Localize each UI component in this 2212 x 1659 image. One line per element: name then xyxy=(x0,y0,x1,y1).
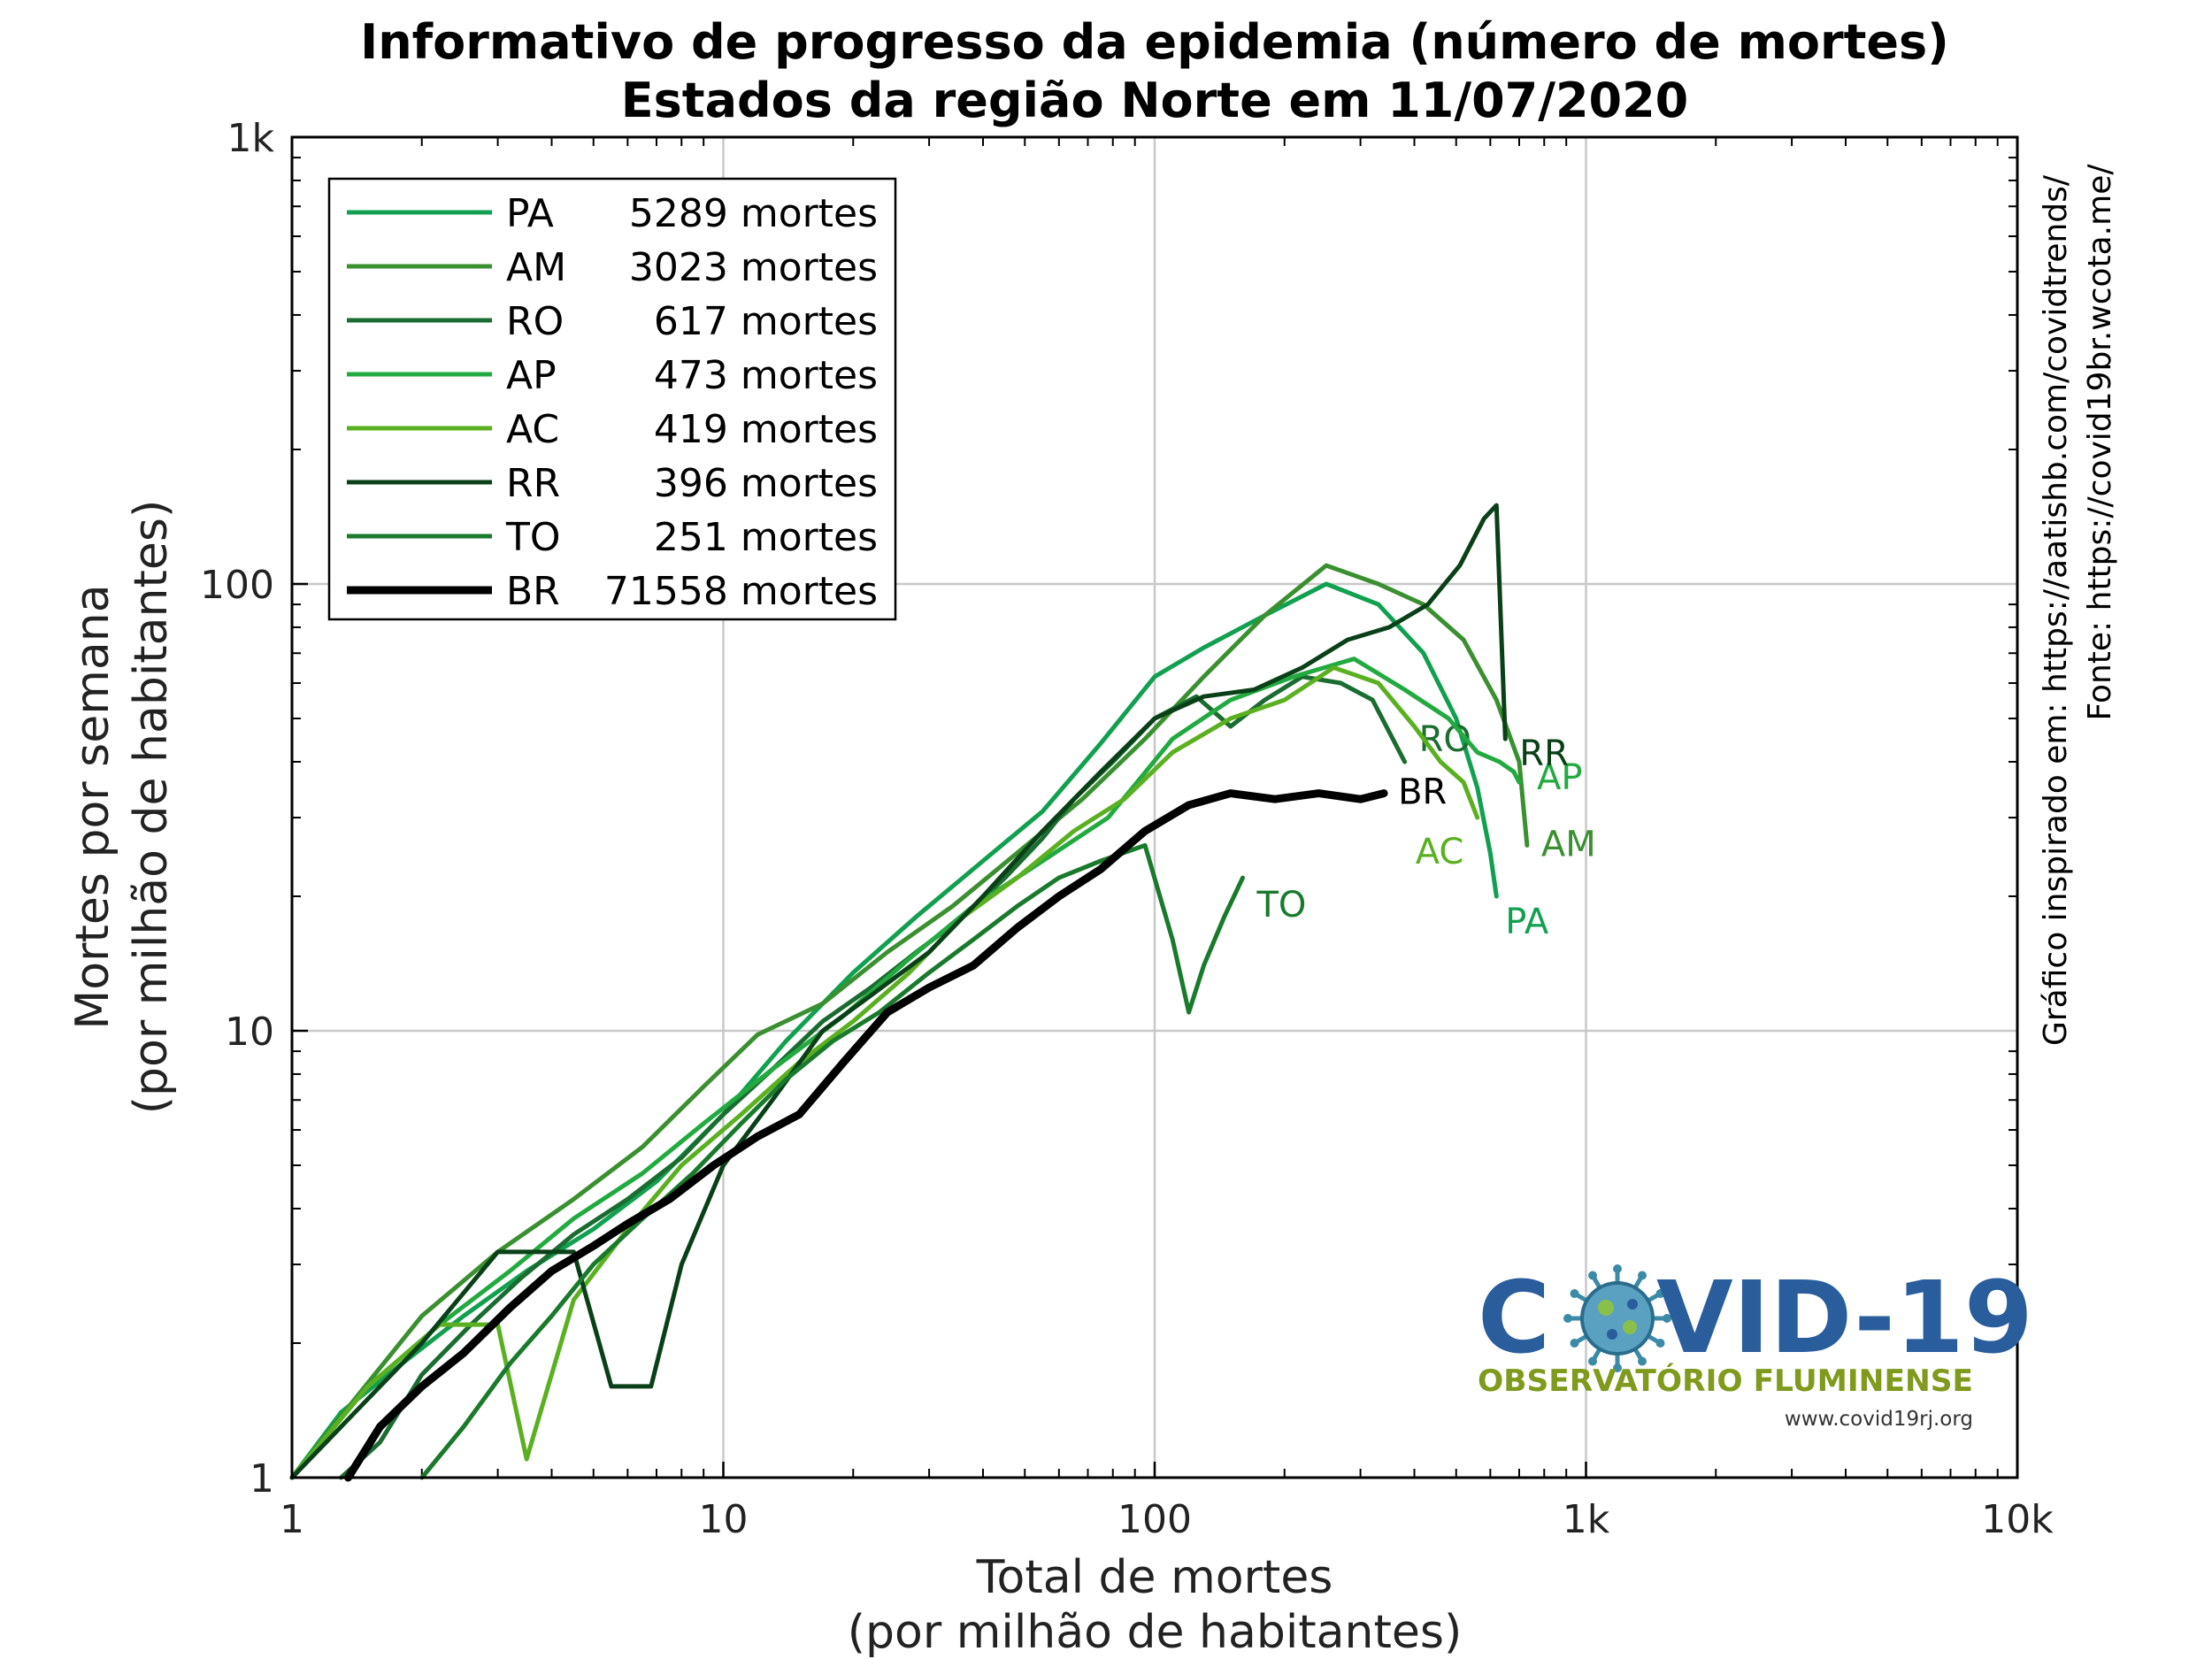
legend-name-pa: PA xyxy=(506,191,554,236)
y-tick-label: 100 xyxy=(200,563,274,608)
legend-name-ac: AC xyxy=(506,407,559,452)
chart-subtitle: Estados da região Norte em 11/07/2020 xyxy=(621,73,1689,128)
logo-text-vid: VID-19 xyxy=(1656,1261,2033,1376)
x-axis-label-units: (por milhão de habitantes) xyxy=(848,1606,1463,1659)
x-tick-labels: 1 10 100 1k 10k xyxy=(280,1497,2054,1542)
virus-spike-tip xyxy=(1588,1356,1597,1366)
x-tick-label: 1k xyxy=(1563,1497,1610,1542)
end-label-ro: RO xyxy=(1419,719,1471,760)
covid19-logo: C VID-19 OBSERVATÓRIO FLUMINENSE www.cov… xyxy=(1478,1261,2033,1431)
logo-subtitle: OBSERVATÓRIO FLUMINENSE xyxy=(1478,1363,1973,1399)
legend-deaths-ac: 419 mortes xyxy=(654,407,878,452)
y-tick-label: 1 xyxy=(250,1456,274,1502)
virus-spike-tip xyxy=(1563,1314,1572,1323)
legend-name-br: BR xyxy=(506,569,560,614)
end-label-pa: PA xyxy=(1505,902,1549,942)
legend-deaths-ap: 473 mortes xyxy=(654,353,878,398)
legend-name-ap: AP xyxy=(506,353,557,398)
series-line-am xyxy=(289,563,1530,1480)
x-tick-label: 10 xyxy=(699,1497,749,1542)
virus-spike-tip xyxy=(1638,1356,1647,1366)
y-axis-label-units: (por milhão de habitantes) xyxy=(125,500,178,1115)
virus-spike-tip xyxy=(1663,1314,1671,1323)
virus-spike-tip xyxy=(1588,1271,1597,1280)
virus-spike-tip xyxy=(1570,1289,1579,1298)
end-label-to: TO xyxy=(1256,885,1307,926)
end-label-ap: AP xyxy=(1537,757,1582,798)
legend-deaths-am: 3023 mortes xyxy=(629,245,878,290)
x-tick-label: 100 xyxy=(1118,1497,1192,1542)
virus-spike-tip xyxy=(1655,1339,1665,1348)
series-layer: PA AM RO AP AC RR TO BR xyxy=(289,503,1596,1482)
legend-name-to: TO xyxy=(505,515,561,560)
plot-frame xyxy=(290,135,2019,1479)
virus-spike-tip xyxy=(1638,1271,1647,1280)
legend-deaths-pa: 5289 mortes xyxy=(629,191,878,236)
virus-spike-tip xyxy=(1570,1339,1579,1348)
x-tick-label: 10k xyxy=(1981,1497,2054,1542)
source-note-data: Fonte: https://covid19br.wcota.me/ xyxy=(2082,164,2118,721)
y-tick-label: 1k xyxy=(227,116,275,161)
end-label-am: AM xyxy=(1541,824,1596,864)
end-label-ac: AC xyxy=(1416,832,1464,872)
logo-url: www.covid19rj.org xyxy=(1785,1408,1973,1431)
series-line-rr xyxy=(289,503,1508,1480)
virus-spike-tip xyxy=(1655,1289,1665,1298)
x-tick-label: 1 xyxy=(280,1497,304,1542)
virus-spike-tip xyxy=(1613,1264,1622,1273)
y-tick-labels: 1 10 100 1k xyxy=(200,116,274,1502)
legend: PA 5289 mortes AM 3023 mortes RO 617 mortes AP… xyxy=(327,177,897,621)
legend-name-am: AM xyxy=(506,245,566,290)
series-line-pa xyxy=(289,581,1499,1480)
legend-deaths-ro: 617 mortes xyxy=(654,299,878,344)
legend-box xyxy=(327,177,897,621)
end-label-rr: RR xyxy=(1519,733,1569,774)
legend-deaths-rr: 396 mortes xyxy=(654,461,878,506)
x-axis-label: Total de mortes xyxy=(976,1551,1333,1604)
series-line-to xyxy=(419,842,1245,1480)
y-tick-label: 10 xyxy=(225,1010,274,1055)
legend-name-rr: RR xyxy=(506,461,560,506)
series-line-br xyxy=(344,789,1388,1482)
virus-icon xyxy=(1563,1264,1671,1372)
end-label-br: BR xyxy=(1398,772,1447,813)
series-line-ap xyxy=(289,657,1522,1480)
legend-name-ro: RO xyxy=(506,299,564,344)
y-axis-label: Mortes por semana xyxy=(66,584,119,1029)
logo-text-c: C xyxy=(1478,1261,1550,1376)
source-note-inspired: Gráfico inspirado em: https://aatishb.co… xyxy=(2038,174,2074,1046)
legend-deaths-br: 71558 mortes xyxy=(604,569,878,614)
legend-deaths-to: 251 mortes xyxy=(654,515,878,560)
virus-spike-tip xyxy=(1613,1363,1622,1372)
chart-title: Informativo de progresso da epidemia (nú… xyxy=(360,14,1949,70)
